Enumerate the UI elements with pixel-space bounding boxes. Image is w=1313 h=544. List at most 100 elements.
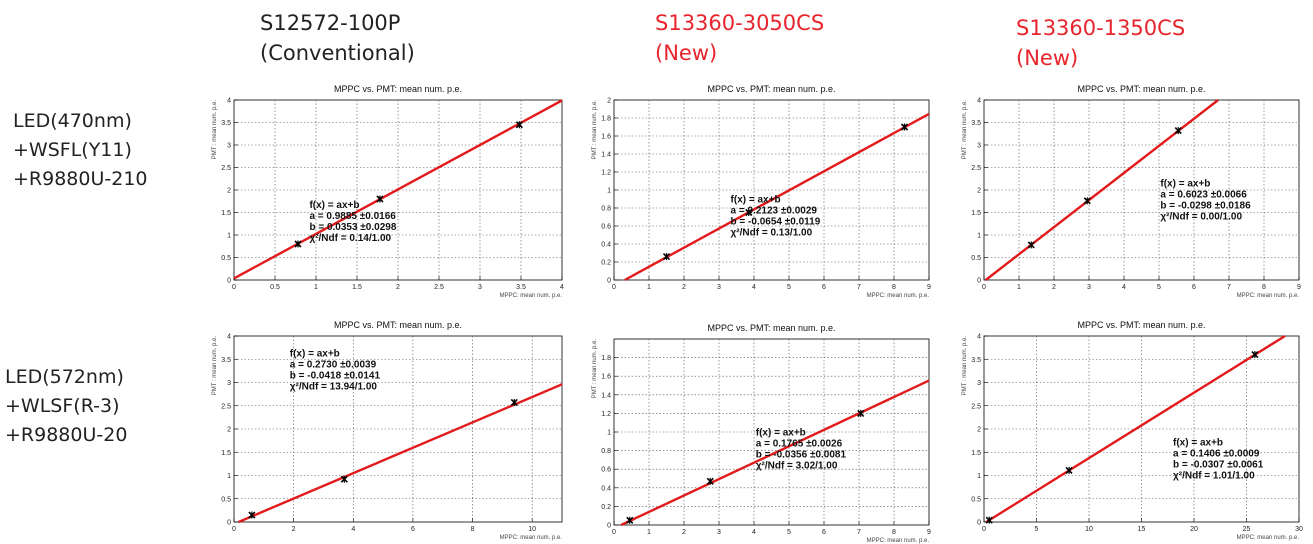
x-tick-label: 2 (396, 284, 400, 291)
y-tick-label: 3.5 (971, 120, 981, 127)
y-tick-label: 0 (227, 520, 231, 527)
y-tick-label: 2.5 (221, 165, 231, 172)
y-tick-label: 0.4 (601, 242, 611, 249)
row-header-2-fiber: +WLSF(R-3) (5, 395, 120, 417)
data-point (706, 477, 714, 485)
fit-stat-line: χ²/Ndf = 3.02/1.00 (756, 461, 838, 472)
plot-row2-col1: MPPC vs. PMT: mean num. p.e. 0 2 4 6 8 10 0 0.5 1… (212, 320, 563, 541)
row-header-1-fiber: +WSFL(Y11) (13, 139, 132, 161)
x-tick-label: 8 (892, 529, 896, 536)
row-header-1-pmt: +R9880U-210 (13, 168, 148, 190)
column-header-1-tag: (Conventional) (260, 41, 415, 65)
x-tick-label: 6 (822, 529, 826, 536)
fit-stat-line: χ²/Ndf = 13.94/1.00 (290, 381, 378, 392)
y-tick-label: 0.8 (601, 448, 611, 455)
x-tick-label: 3 (717, 284, 721, 291)
data-point (900, 123, 909, 131)
x-tick-label: 0.5 (270, 284, 280, 291)
x-tick-label: 4 (752, 529, 756, 536)
y-tick-label: 1.8 (601, 355, 611, 362)
y-tick-label: 1 (607, 188, 611, 195)
fit-stat-line: b = 0.0353 ±0.0298 (309, 222, 396, 233)
fit-stat-line: a = 0.1406 ±0.0009 (1173, 449, 1260, 460)
fit-stat-line: f(x) = ax+b (1173, 438, 1223, 449)
y-tick-label: 0.8 (601, 206, 611, 213)
x-axis-label: MPPC: mean num. p.e. (1237, 535, 1300, 541)
column-header-2-tag: (New) (655, 41, 718, 65)
y-tick-label: 1.5 (971, 450, 981, 457)
y-tick-label: 2 (977, 188, 981, 195)
y-axis-label: PMT : mean num. p.e. (962, 100, 968, 160)
x-tick-label: 1 (1017, 284, 1021, 291)
y-tick-label: 1.6 (601, 134, 611, 141)
x-tick-label: 9 (1297, 284, 1301, 291)
column-header-2: S13360-3050CS (New) (655, 8, 824, 68)
y-tick-label: 2 (607, 98, 611, 105)
data-point (745, 208, 753, 217)
y-tick-label: 2.5 (971, 165, 981, 172)
y-tick-label: 4 (227, 98, 231, 105)
data-point (340, 475, 348, 483)
fit-stat-line: f(x) = ax+b (731, 195, 781, 206)
data-point (1027, 241, 1035, 249)
chart-title: MPPC vs. PMT: mean num. p.e. (707, 323, 835, 333)
row-header-1-led: LED(470nm) (13, 110, 132, 132)
x-tick-label: 6 (822, 284, 826, 291)
y-tick-label: 1.6 (601, 374, 611, 381)
x-tick-label: 2 (1052, 284, 1056, 291)
x-tick-label: 0 (232, 526, 236, 533)
x-tick-label: 25 (1243, 526, 1251, 533)
y-tick-label: 1.2 (601, 170, 611, 177)
y-tick-label: 1.2 (601, 411, 611, 418)
y-tick-label: 0.5 (221, 496, 231, 503)
fit-line (233, 99, 563, 280)
x-tick-label: 9 (927, 284, 931, 291)
x-tick-label: 0 (612, 529, 616, 536)
data-point (376, 195, 384, 203)
column-header-3-tag: (New) (1016, 46, 1079, 70)
x-tick-label: 4 (351, 526, 355, 533)
column-header-3: S13360-1350CS (New) (1016, 13, 1185, 73)
data-point (1065, 466, 1073, 474)
x-tick-label: 5 (1035, 526, 1039, 533)
y-tick-label: 1 (227, 473, 231, 480)
row-header-2: LED(572nm) +WLSF(R-3) +R9880U-20 (5, 363, 127, 450)
y-tick-label: 4 (977, 98, 981, 105)
row-header-2-pmt: +R9880U-20 (5, 424, 128, 446)
plot-row1-col3: MPPC vs. PMT: mean num. p.e. 0 1 2 3 4 5 6 7 8 9 0 0… (962, 84, 1301, 299)
fit-line (985, 334, 1286, 524)
y-tick-label: 1 (227, 233, 231, 240)
y-tick-label: 0 (227, 278, 231, 285)
x-tick-label: 4 (1122, 284, 1126, 291)
x-tick-label: 2 (682, 529, 686, 536)
y-tick-label: 3 (227, 380, 231, 387)
data-point (1083, 197, 1091, 205)
x-tick-label: 2 (682, 284, 686, 291)
chart-title: MPPC vs. PMT: mean num. p.e. (1077, 84, 1205, 94)
x-tick-label: 0 (612, 284, 616, 291)
data-point (294, 240, 302, 248)
y-tick-label: 2.5 (971, 403, 981, 410)
x-tick-label: 2 (292, 526, 296, 533)
fit-stat-line: χ²/Ndf = 0.13/1.00 (731, 228, 813, 239)
y-tick-label: 3.5 (221, 357, 231, 364)
data-point (1251, 351, 1259, 359)
x-tick-label: 7 (857, 284, 861, 291)
y-tick-label: 3 (977, 380, 981, 387)
x-tick-label: 4 (752, 284, 756, 291)
fit-stat-line: a = 0.6023 ±0.0066 (1160, 189, 1247, 200)
x-tick-label: 3 (717, 529, 721, 536)
x-tick-label: 10 (1085, 526, 1093, 533)
x-tick-label: 1 (314, 284, 318, 291)
plot-row2-col3: MPPC vs. PMT: mean num. p.e.0 5 10 15 20 25 30… (962, 320, 1303, 541)
data-point (515, 121, 523, 129)
y-tick-label: 1.4 (601, 152, 611, 159)
fit-line (624, 112, 930, 282)
y-tick-label: 3.5 (971, 357, 981, 364)
fit-stat-line: b = -0.0654 ±0.0119 (731, 217, 821, 228)
x-axis-label: MPPC: mean num. p.e. (1237, 293, 1300, 299)
y-tick-label: 4 (227, 334, 231, 341)
x-tick-label: 5 (1157, 284, 1161, 291)
data-point (857, 409, 865, 417)
x-tick-label: 8 (892, 284, 896, 291)
